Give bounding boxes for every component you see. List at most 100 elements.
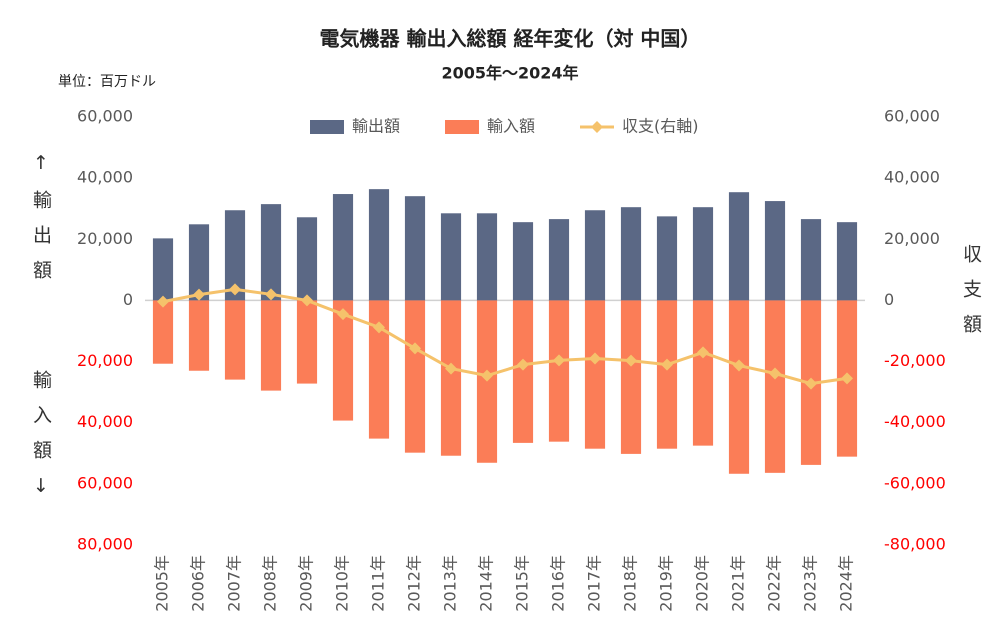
bar [764, 300, 786, 473]
y-tick-label: 20,000 [77, 229, 133, 248]
x-tick-label: 2019年 [657, 555, 676, 612]
x-tick-label: 2021年 [729, 555, 748, 612]
chart-subtitle: 2005年～2024年 [441, 64, 578, 83]
y2-tick-label: 60,000 [884, 107, 940, 126]
bar [368, 300, 390, 439]
x-tick-label: 2010年 [333, 555, 352, 612]
y2-tick-label: -40,000 [884, 412, 946, 431]
y2-tick-label: 40,000 [884, 168, 940, 187]
y2-axis-label: 収支額 [960, 244, 982, 349]
bar [728, 192, 750, 301]
bar [620, 207, 642, 301]
bar [296, 300, 318, 384]
y-axis-label: 輸入額↓ [30, 370, 52, 513]
x-tick-label: 2017年 [585, 555, 604, 612]
bar [512, 222, 534, 301]
x-tick-label: 2006年 [189, 555, 208, 612]
bar [368, 189, 390, 301]
bar [656, 216, 678, 301]
bar [764, 201, 786, 301]
bar [800, 219, 822, 301]
marker [769, 367, 781, 380]
marker [229, 283, 241, 296]
bar [728, 300, 750, 474]
marker [589, 352, 601, 365]
bar [296, 217, 318, 301]
bar [404, 300, 426, 453]
legend-label: 収支(右軸) [622, 117, 699, 136]
marker [805, 377, 817, 390]
x-tick-label: 2016年 [549, 555, 568, 612]
bar [692, 300, 714, 446]
bar [188, 224, 210, 301]
x-tick-label: 2008年 [261, 555, 280, 612]
bar [512, 300, 534, 443]
y-tick-label: 40,000 [77, 412, 133, 431]
bar [656, 300, 678, 449]
x-tick-label: 2013年 [441, 555, 460, 612]
y-tick-label: 80,000 [77, 535, 133, 554]
marker [445, 362, 457, 375]
x-tick-label: 2009年 [297, 555, 316, 612]
bar [584, 300, 606, 449]
line [162, 287, 848, 386]
y2-tick-label: 20,000 [884, 229, 940, 248]
x-tick-label: 2012年 [405, 555, 424, 612]
marker [301, 294, 313, 307]
bar [260, 300, 282, 391]
bar [476, 213, 498, 301]
marker [157, 295, 169, 308]
bar [548, 219, 570, 301]
y-axis-label: ↑輸出額 [30, 152, 52, 295]
y2-tick-label: -80,000 [884, 535, 946, 554]
x-tick-label: 2024年 [837, 555, 856, 612]
bar [224, 210, 246, 301]
legend-label: 輸入額 [487, 117, 535, 136]
legend-swatch [310, 120, 344, 134]
y-tick-label: 60,000 [77, 473, 133, 492]
marker [517, 358, 529, 371]
bar [152, 300, 174, 364]
x-tick-label: 2020年 [693, 555, 712, 612]
bar [404, 196, 426, 301]
unit-label: 単位：百万ドル [58, 74, 156, 90]
bar [332, 300, 354, 421]
bar [152, 238, 174, 301]
legend-swatch [445, 120, 479, 134]
y-tick-label: 40,000 [77, 168, 133, 187]
y2-tick-label: -60,000 [884, 473, 946, 492]
marker [193, 288, 205, 301]
y-tick-label: 20,000 [77, 351, 133, 370]
legend-swatch [591, 121, 603, 133]
x-tick-label: 2018年 [621, 555, 640, 612]
marker [661, 358, 673, 371]
bar [440, 213, 462, 301]
x-tick-label: 2023年 [801, 555, 820, 612]
bar [224, 300, 246, 380]
x-tick-label: 2007年 [225, 555, 244, 612]
marker [697, 346, 709, 359]
x-tick-label: 2014年 [477, 555, 496, 612]
bar [584, 210, 606, 301]
bar [620, 300, 642, 454]
y2-tick-label: -20,000 [884, 351, 946, 370]
x-tick-label: 2011年 [369, 555, 388, 612]
x-tick-label: 2022年 [765, 555, 784, 612]
y2-tick-label: 0 [884, 290, 894, 309]
bar [332, 194, 354, 301]
marker [625, 354, 637, 367]
marker [841, 372, 853, 385]
bar [260, 204, 282, 301]
marker [409, 342, 421, 355]
bar [548, 300, 570, 442]
marker [265, 288, 277, 301]
chart-title: 電気機器 輸出入総額 経年変化（対 中国） [320, 27, 701, 51]
y-tick-label: 0 [123, 290, 133, 309]
x-tick-label: 2015年 [513, 555, 532, 612]
marker [481, 369, 493, 382]
marker [337, 308, 349, 321]
marker [733, 359, 745, 372]
x-tick-label: 2005年 [153, 555, 172, 612]
